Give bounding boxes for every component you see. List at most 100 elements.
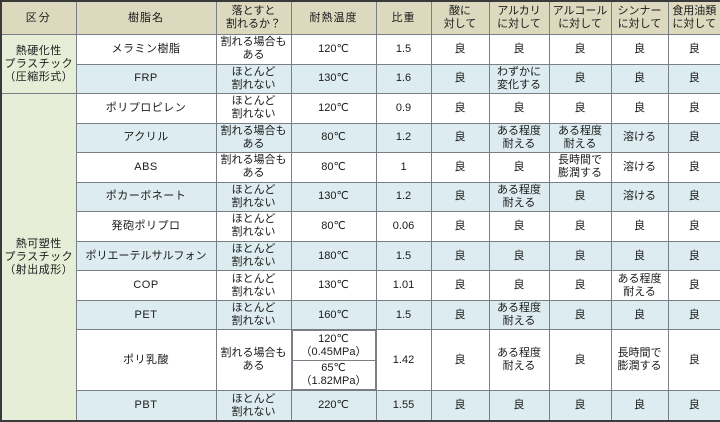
alkali-resistance-cell: 良 xyxy=(488,152,550,183)
alcohol-resistance-cell: 良 xyxy=(548,181,612,213)
acid-resistance-line1: 良 xyxy=(454,399,466,412)
alkali-resistance-line2: 耐える xyxy=(502,315,536,328)
cooking-oil-resistance-cell: 良 xyxy=(667,34,720,65)
heat-resistance-cell: 120℃ （0.45MPa） 65℃ （1.82MPa） xyxy=(290,329,377,392)
acid-resistance-line1: 良 xyxy=(454,308,466,321)
resin-name-cell: PET xyxy=(75,299,217,331)
cooking-oil-resistance-cell: 良 xyxy=(667,299,720,331)
cooking-oil-resistance-line1: 良 xyxy=(688,190,700,203)
acid-resistance-cell: 良 xyxy=(430,240,490,272)
alkali-resistance-line1: ある程度 xyxy=(497,302,541,315)
thinner-resistance-line1: 溶ける xyxy=(623,160,656,173)
alcohol-resistance-line1: 良 xyxy=(574,42,586,55)
thinner-resistance-line1: 溶ける xyxy=(623,190,656,203)
specific-gravity-cell: 1.42 xyxy=(375,329,432,392)
thinner-resistance-line1: ある程度 xyxy=(617,272,662,285)
cooking-oil-resistance-cell: 良 xyxy=(667,63,720,95)
breakage-line2: ある xyxy=(242,49,265,62)
breakage-line1: 割れる場合も xyxy=(220,347,287,360)
alkali-resistance-cell: ある程度 耐える xyxy=(488,299,550,331)
acid-resistance-line1: 良 xyxy=(454,131,466,144)
table-row: ポリ乳酸 割れる場合も ある 120℃ （0.45MPa） 65℃ （1.82MPa） 1.4… xyxy=(1,329,720,392)
group-label-line2: プラスチック xyxy=(4,250,74,263)
header-alcohol-line1: アルコール xyxy=(552,5,608,18)
table-row: 発砲ポリプロ ほとんど 割れない 80℃ 0.06 良良良良良 xyxy=(1,211,720,242)
heat-resistance-cell: 80℃ xyxy=(290,122,377,154)
header-acid-resistance: 酸に 対して xyxy=(430,0,490,35)
thinner-resistance-cell: 良 xyxy=(610,211,669,242)
alcohol-resistance-cell: 良 xyxy=(548,34,612,65)
breakage-line1: ほとんど xyxy=(231,302,276,315)
table-header: 区分 樹脂名 落とすと 割れるか？ 耐熱温度 比重 酸に 対して アルカリ に対… xyxy=(0,0,720,35)
header-acid-line2: 対して xyxy=(443,18,477,30)
thinner-resistance-cell: 良 xyxy=(610,63,669,95)
breakage-line1: ほとんど xyxy=(231,392,276,405)
cooking-oil-resistance-line1: 良 xyxy=(688,219,700,232)
table-row: COP ほとんど 割れない 130℃ 1.01 良良良ある程度 耐える良 xyxy=(1,270,720,301)
breakage-line1: ほとんど xyxy=(231,95,276,108)
cooking-oil-resistance-cell: 良 xyxy=(667,152,720,183)
specific-gravity-cell: 1.01 xyxy=(375,270,432,301)
breakage-line1: ほとんど xyxy=(231,65,276,78)
breakage-line2: 割れない xyxy=(231,226,276,239)
thinner-resistance-cell: 良 xyxy=(610,299,669,331)
cooking-oil-resistance-cell: 良 xyxy=(667,270,720,301)
breakage-line2: 割れない xyxy=(231,315,276,328)
acid-resistance-cell: 良 xyxy=(430,390,490,422)
header-heat-resistance: 耐熱温度 xyxy=(290,0,377,35)
alkali-resistance-cell: 良 xyxy=(488,93,550,124)
alcohol-resistance-line2: 耐える xyxy=(563,137,597,150)
table-row: 熱可塑性 プラスチック （射出成形） ポリプロピレン ほとんど 割れない 120℃ 0.9 良良… xyxy=(0,93,720,422)
acid-resistance-cell: 良 xyxy=(430,122,490,154)
header-thinner-resistance: シンナー に対して xyxy=(610,0,669,35)
alcohol-resistance-line1: 良 xyxy=(574,308,586,321)
breakage-line1: 割れる場合も xyxy=(220,154,287,167)
thinner-resistance-cell: 良 xyxy=(610,34,669,65)
cooking-oil-resistance-cell: 良 xyxy=(667,240,720,272)
alkali-resistance-line2: 耐える xyxy=(502,137,536,150)
table-row: PET ほとんど 割れない 160℃ 1.5 良ある程度 耐える良良良 xyxy=(1,299,720,331)
thinner-resistance-line1: 良 xyxy=(634,101,645,114)
acid-resistance-cell: 良 xyxy=(430,181,490,213)
header-cooking-oil-resistance: 食用油類 に対して xyxy=(667,0,720,35)
breakage-cell: ほとんど 割れない xyxy=(215,240,292,272)
thinner-resistance-line1: 良 xyxy=(634,72,645,85)
alkali-resistance-line1: ある程度 xyxy=(497,347,541,360)
alkali-resistance-line1: 良 xyxy=(513,279,525,292)
table-row: PBT ほとんど 割れない 220℃ 1.55 良良良良良 xyxy=(1,390,720,422)
heat-resistance-cell: 130℃ xyxy=(290,181,377,213)
header-kubun: 区分 xyxy=(0,0,77,35)
breakage-cell: 割れる場合も ある xyxy=(215,34,292,65)
header-alkali-resistance: アルカリ に対して xyxy=(488,0,550,35)
alcohol-resistance-cell: 良 xyxy=(548,63,612,95)
table-row: ポカーボネート ほとんど 割れない 130℃ 1.2 良ある程度 耐える良溶ける良 xyxy=(1,181,720,213)
thinner-resistance-line1: 溶ける xyxy=(623,131,656,144)
breakage-line1: ほとんど xyxy=(231,272,276,285)
acid-resistance-line1: 良 xyxy=(454,190,466,203)
cooking-oil-resistance-cell: 良 xyxy=(667,211,720,242)
alkali-resistance-cell: 良 xyxy=(488,390,550,422)
alcohol-resistance-cell: 良 xyxy=(548,299,612,331)
alkali-resistance-cell: わずかに 変化する xyxy=(488,63,550,95)
heat-resistance-cell: 180℃ xyxy=(290,240,377,272)
breakage-cell: ほとんど 割れない xyxy=(215,63,292,95)
alcohol-resistance-cell: 良 xyxy=(548,211,612,242)
thinner-resistance-cell: 長時間で 膨潤する xyxy=(610,329,669,392)
thinner-resistance-cell: ある程度 耐える xyxy=(610,270,669,301)
header-acid-line1: 酸に xyxy=(449,5,471,18)
resin-name-cell: FRP xyxy=(75,63,217,95)
heat-resistance-sub1-line1: 120℃ xyxy=(318,332,349,345)
breakage-line1: ほとんど xyxy=(231,183,276,196)
heat-resistance-cell: 160℃ xyxy=(290,299,377,331)
specific-gravity-cell: 1.6 xyxy=(375,63,432,95)
group-label-line3: （射出成形） xyxy=(4,263,74,276)
thinner-resistance-line1: 良 xyxy=(634,249,645,262)
breakage-line2: 割れない xyxy=(231,285,276,298)
resin-name-cell: ポリエーテルサルフォン xyxy=(75,240,217,272)
group-label-line1: 熱硬化性 xyxy=(15,44,62,57)
group-label-line2: プラスチック xyxy=(4,57,74,70)
alcohol-resistance-line1: 良 xyxy=(574,190,586,203)
thinner-resistance-line2: 膨潤する xyxy=(617,360,662,373)
alkali-resistance-line1: 良 xyxy=(513,101,525,114)
specific-gravity-cell: 0.06 xyxy=(375,211,432,242)
